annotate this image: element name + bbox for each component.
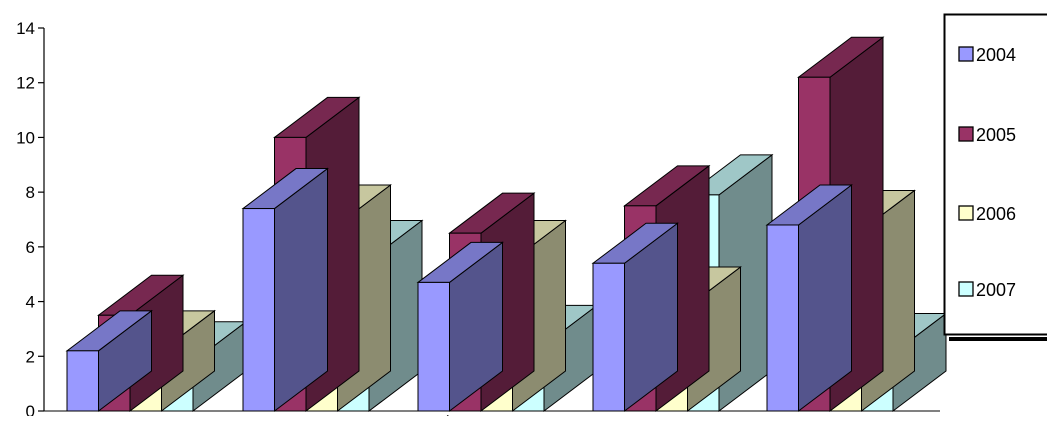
legend-shadow [949,337,1047,341]
legend-label: 2004 [976,45,1016,65]
bar-front-face [767,225,799,411]
bar-2004-1 [243,169,328,411]
y-tick-label: 14 [16,19,35,38]
bar-front-face [243,209,275,411]
bar-front-face [593,263,625,411]
y-tick-label: 12 [16,74,35,93]
legend-swatch-2005 [959,127,973,141]
bar-2004-4 [767,185,852,411]
y-tick-label: 6 [26,238,35,257]
y-tick-label: 8 [26,183,35,202]
bar-side-face [275,169,328,411]
y-tick-label: 0 [26,402,35,416]
y-tick-label: 10 [16,128,35,147]
legend-label: 2005 [976,125,1016,145]
legend: 2004 2005 2006 2007 [945,15,1047,342]
bar-front-face [418,282,450,411]
bars-group [67,37,946,411]
legend-swatch-2004 [959,47,973,61]
legend-label: 2007 [976,280,1016,300]
y-tick-label: 2 [26,347,35,366]
bar-front-face [67,351,99,411]
legend-swatch-2007 [959,282,973,296]
legend-label: 2006 [976,204,1016,224]
legend-swatch-2006 [959,206,973,220]
y-tick-label: 4 [26,293,35,312]
